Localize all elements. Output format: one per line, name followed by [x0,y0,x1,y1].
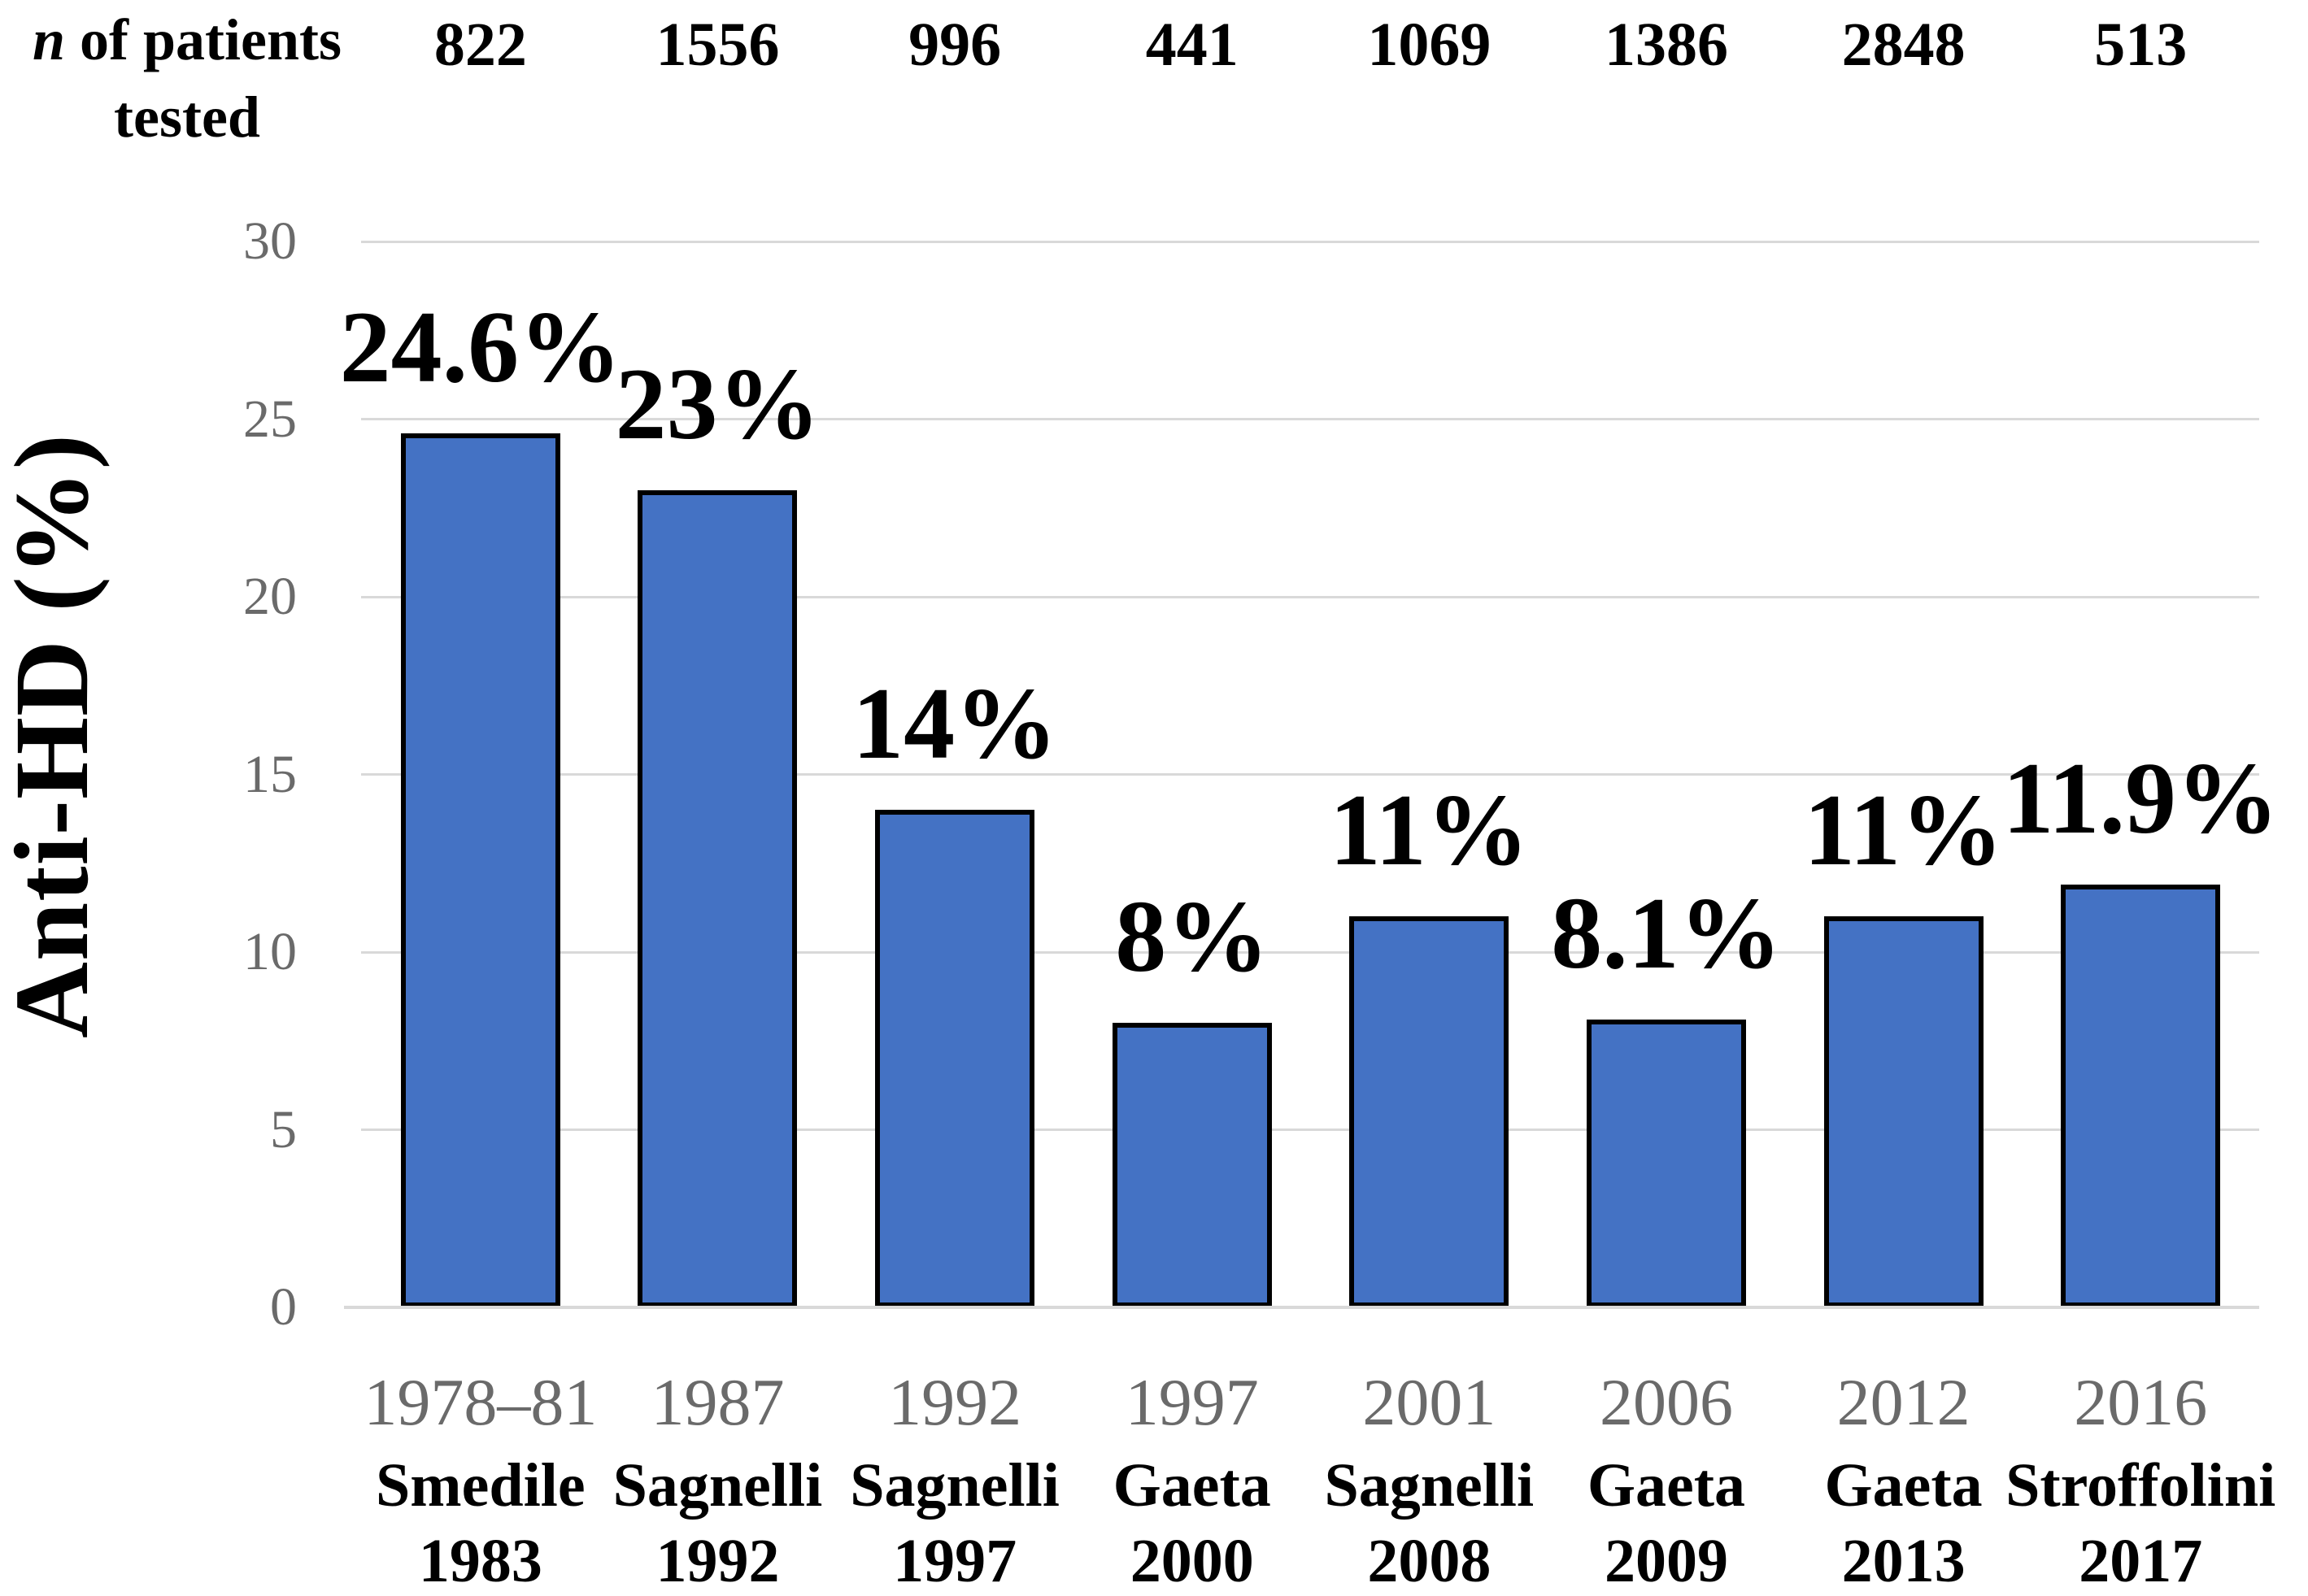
n-of-patients-line2: tested [114,85,260,150]
bar [2061,884,2221,1307]
year-label: 2016 [2074,1365,2208,1439]
tick-mark [361,773,402,776]
bar [638,489,798,1307]
tick-mark [361,240,402,243]
n-value: 2848 [1841,11,1966,79]
bar-value-label: 11% [1804,774,2004,888]
study-label: Sagnelli 2008 [1209,1448,1648,1596]
bar [875,810,1035,1307]
bar-value-label: 14% [852,668,1058,781]
tick-mark [361,1129,402,1131]
study-year: 2009 [1604,1527,1728,1595]
n-italic-letter: n [32,7,66,72]
year-label: 1997 [1125,1365,1259,1439]
y-tick-label: 5 [270,1099,297,1159]
year-label: 1987 [651,1365,785,1439]
study-name: Gaeta [1113,1451,1271,1520]
y-tick-label: 30 [243,211,297,271]
y-tick-label: 0 [270,1277,297,1337]
study-label: Smedile 1983 [261,1448,700,1596]
n-of-patients-tested-label: n of patients tested [3,2,371,156]
study-year: 2008 [1367,1527,1491,1595]
gridline [362,773,2259,776]
bar-value-label: 11% [1329,774,1529,888]
x-axis-line [344,1306,2259,1309]
study-name: Sagnelli [612,1451,823,1520]
bar-value-label: 24.6% [339,290,622,404]
year-label: 2001 [1362,1365,1496,1439]
n-value: 996 [908,11,1002,79]
y-tick-label: 15 [243,744,297,804]
bar [400,433,560,1307]
study-name: Sagnelli [1324,1451,1535,1520]
bar-value-label: 23% [615,347,821,461]
tick-mark [361,418,402,420]
study-label: Stroffolini 2017 [1921,1448,2308,1596]
bar [1349,916,1509,1307]
gridline [362,950,2259,954]
n-value: 513 [2094,11,2188,79]
bar [1586,1020,1746,1307]
study-year: 1997 [893,1527,1017,1595]
bar-value-label: 8.1% [1551,877,1782,991]
n-of-patients-line1: n of patients [3,2,371,79]
study-year: 2000 [1130,1527,1254,1595]
gridline [362,595,2259,598]
study-label: Sagnelli 1997 [735,1448,1174,1596]
study-name: Smedile [376,1451,586,1520]
study-label: Gaeta 2009 [1447,1448,1886,1596]
n-value: 1069 [1367,11,1491,79]
n-value: 822 [433,11,527,79]
year-label: 2012 [1836,1365,1971,1439]
bar [1112,1023,1272,1307]
tick-mark [361,595,402,598]
tick-mark [361,950,402,954]
study-year: 1983 [418,1527,542,1595]
n-value: 1386 [1604,11,1728,79]
study-name: Gaeta [1824,1451,1983,1520]
study-name: Sagnelli [850,1451,1060,1520]
study-year: 1992 [655,1527,780,1595]
study-year: 2013 [1841,1527,1966,1595]
study-label: Gaeta 2000 [973,1448,1412,1596]
study-name: Gaeta [1587,1451,1746,1520]
bar-value-label: 8% [1115,881,1269,994]
study-name: Stroffolini [2005,1451,2276,1520]
year-label: 1992 [888,1365,1022,1439]
bar-value-label: 11.9% [2002,741,2279,855]
gridline [362,1129,2259,1131]
gridline [362,240,2259,243]
study-label: Gaeta 2013 [1684,1448,2123,1596]
study-year: 2017 [2079,1527,2203,1595]
y-tick-label: 10 [243,922,297,981]
y-tick-label: 25 [243,389,297,449]
year-label: 1978–81 [364,1365,598,1439]
bar [1823,916,1984,1307]
y-tick-label: 20 [243,567,297,626]
n-value: 1556 [655,11,780,79]
n-of-patients-text: of patients [65,7,342,72]
gridline [362,418,2259,420]
year-label: 2006 [1599,1365,1733,1439]
n-value: 441 [1145,11,1239,79]
study-label: Sagnelli 1992 [498,1448,937,1596]
